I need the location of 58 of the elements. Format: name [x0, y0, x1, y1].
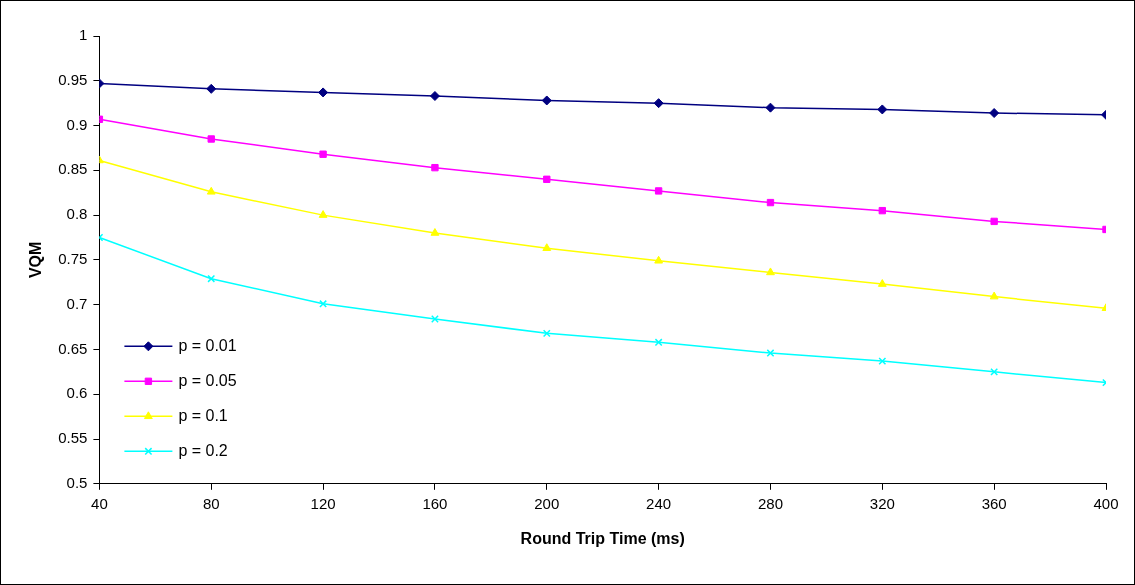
y-tick-label: 0.65: [58, 339, 88, 357]
y-tick-label: 0.55: [58, 429, 88, 447]
x-axis-title: Round Trip Time (ms): [520, 529, 685, 547]
point: [654, 187, 663, 195]
x-tick-label: 360: [981, 494, 1007, 512]
point: [766, 198, 775, 207]
point: [542, 329, 551, 338]
x-tick-label: 80: [202, 494, 220, 512]
x-tick-label: 320: [869, 494, 895, 512]
legend-label: p = 0.01: [178, 336, 237, 354]
y-tick-label: 0.8: [66, 205, 88, 223]
point: [878, 206, 886, 215]
point: [877, 104, 888, 115]
point: [878, 357, 887, 366]
y-tick-label: 0.85: [58, 160, 88, 178]
point: [543, 175, 551, 183]
point: [206, 83, 217, 94]
point: [431, 315, 439, 323]
point: [430, 228, 440, 236]
y-axis-title: VQM: [27, 241, 45, 279]
x-tick-label: 120: [310, 494, 336, 512]
point: [318, 87, 329, 98]
legend-label: p = 0.1: [178, 406, 228, 424]
point: [765, 102, 776, 113]
point: [207, 274, 216, 283]
point: [207, 135, 215, 143]
x-tick-label: 240: [646, 494, 672, 512]
x-tick-label: 160: [422, 494, 448, 512]
point: [653, 98, 664, 109]
y-tick-label: 1: [79, 26, 88, 44]
y-tick-label: 0.9: [66, 115, 88, 133]
y-tick-label: 0.5: [66, 473, 88, 491]
point: [654, 255, 664, 264]
x-tick-label: 400: [1093, 494, 1119, 512]
point: [989, 291, 999, 300]
point: [766, 267, 775, 276]
point: [990, 217, 998, 226]
y-tick-label: 0.75: [58, 250, 88, 268]
point: [541, 95, 552, 106]
x-tick-label: 40: [91, 494, 108, 512]
point: [319, 150, 327, 158]
point: [877, 279, 887, 287]
y-tick-label: 0.6: [66, 384, 88, 402]
point: [542, 243, 552, 252]
point: [429, 91, 440, 102]
point: [654, 338, 663, 347]
x-tick-label: 200: [534, 494, 560, 512]
point: [431, 163, 439, 172]
y-tick-label: 0.7: [66, 294, 88, 312]
point: [990, 367, 999, 376]
legend-label: p = 0.2: [178, 441, 228, 459]
y-tick-label: 0.95: [58, 70, 88, 88]
x-tick-label: 280: [757, 494, 783, 512]
legend-label: p = 0.05: [178, 371, 237, 389]
point: [318, 210, 328, 218]
point: [206, 186, 216, 195]
point: [989, 108, 1000, 119]
point: [766, 349, 775, 357]
